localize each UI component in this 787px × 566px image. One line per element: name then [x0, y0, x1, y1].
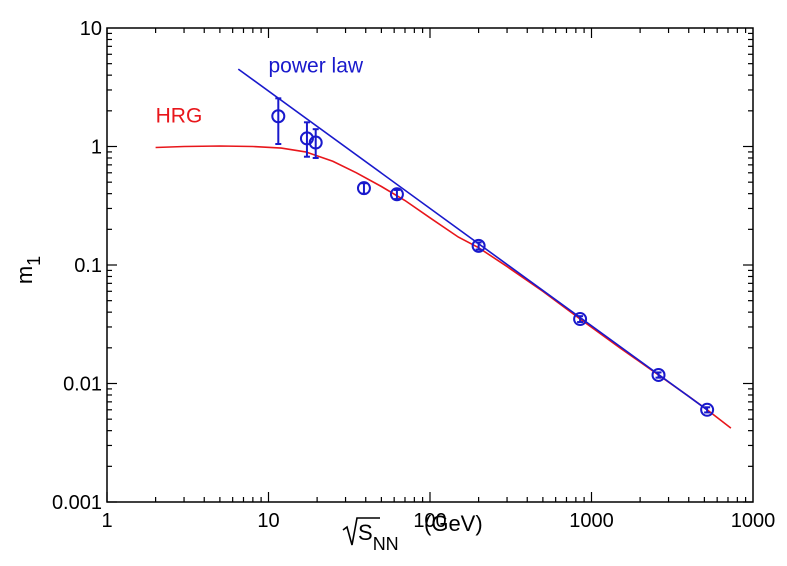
data-marker	[573, 312, 588, 327]
data-marker	[356, 181, 371, 196]
y-axis-title: m1	[12, 256, 44, 284]
y-tick-label: 0.01	[63, 374, 102, 396]
power-law-line	[237, 68, 708, 411]
sqrt-symbol	[342, 517, 380, 546]
y-tick-label: 0.001	[52, 492, 102, 514]
annotations: power law HRG	[156, 55, 364, 128]
data-marker	[308, 135, 323, 150]
hrg-line	[155, 145, 732, 429]
x-axis-title: SNN (GeV)	[342, 511, 483, 554]
tick-labels: 1 10 100 1000 1000 0.001 0.01 0.1 1 10	[52, 18, 775, 532]
data-marker	[471, 238, 486, 253]
data-point	[308, 128, 323, 159]
tick-marks	[106, 28, 753, 503]
power-law-label: power law	[269, 55, 364, 78]
y-tick-label: 1	[91, 137, 102, 159]
data-point	[700, 402, 715, 417]
y-tick-label: 0.1	[74, 255, 102, 277]
data-point	[299, 121, 314, 158]
data-marker	[700, 402, 715, 417]
x-axis-title-root: SNN	[358, 520, 399, 554]
x-tick-label: 10	[257, 510, 279, 532]
data-point	[471, 238, 486, 253]
data-marker	[389, 187, 404, 202]
x-tick-label: 1	[101, 510, 112, 532]
x-tick-label: 100	[413, 510, 446, 532]
data-point	[356, 181, 371, 196]
hrg-label: HRG	[156, 104, 203, 127]
y-tick-label: 10	[80, 18, 102, 40]
data-point	[389, 187, 404, 202]
data-marker	[651, 367, 666, 382]
x-tick-label: 1000	[731, 510, 776, 532]
data-marker	[271, 109, 286, 124]
data-point	[271, 97, 286, 145]
svg-text:m1: m1	[12, 256, 44, 284]
data-point	[573, 312, 588, 327]
data-marker	[299, 131, 314, 146]
plot-frame	[106, 27, 754, 503]
chart-series	[155, 68, 732, 429]
x-axis-title-unit: (GeV)	[424, 511, 483, 536]
data-point	[651, 367, 666, 382]
x-tick-label: 1000	[569, 510, 614, 532]
